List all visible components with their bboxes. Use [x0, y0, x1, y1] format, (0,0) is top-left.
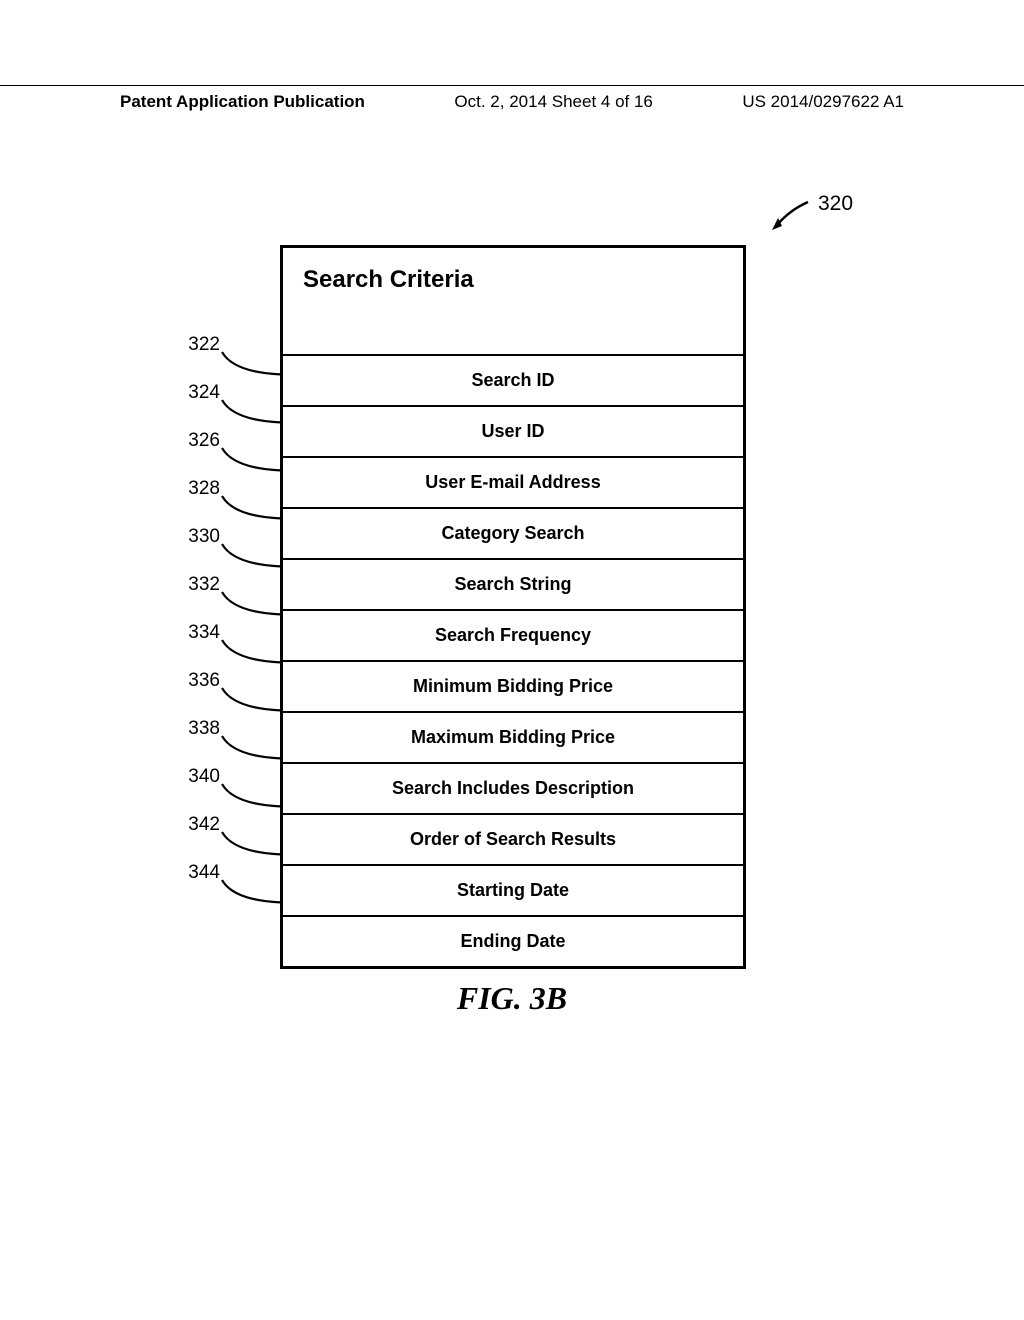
table-row: Maximum Bidding Price [283, 711, 743, 762]
ref-label-334: 334 [170, 622, 220, 644]
patent-page: Patent Application Publication Oct. 2, 2… [0, 0, 1024, 1320]
lead-line-336 [217, 683, 285, 715]
lead-line-324 [217, 395, 285, 427]
lead-line-338 [217, 731, 285, 763]
lead-line-342 [217, 827, 285, 859]
table-row: Minimum Bidding Price [283, 660, 743, 711]
ref-label-338: 338 [170, 718, 220, 740]
ref-label-330: 330 [170, 526, 220, 548]
ref-label-332: 332 [170, 574, 220, 596]
table-row: User ID [283, 405, 743, 456]
table-row: Order of Search Results [283, 813, 743, 864]
header-left: Patent Application Publication [120, 92, 365, 112]
lead-line-330 [217, 539, 285, 571]
figure-caption: FIG. 3B [0, 980, 1024, 1017]
header-center: Oct. 2, 2014 Sheet 4 of 16 [454, 92, 652, 112]
page-header: Patent Application Publication Oct. 2, 2… [0, 85, 1024, 112]
lead-line-322 [217, 347, 285, 379]
table-row: Ending Date [283, 915, 743, 966]
lead-line-334 [217, 635, 285, 667]
ref-label-344: 344 [170, 862, 220, 884]
table-title: Search Criteria [283, 248, 743, 354]
table-row: Category Search [283, 507, 743, 558]
ref-320: 320 [818, 192, 853, 216]
ref-label-326: 326 [170, 430, 220, 452]
table-rows: Search IDUser IDUser E-mail AddressCateg… [283, 354, 743, 966]
search-criteria-table: Search Criteria Search IDUser IDUser E-m… [280, 245, 746, 969]
ref-label-322: 322 [170, 334, 220, 356]
table-row: Search ID [283, 354, 743, 405]
table-row: Starting Date [283, 864, 743, 915]
ref-label-342: 342 [170, 814, 220, 836]
lead-line-326 [217, 443, 285, 475]
table-row: User E-mail Address [283, 456, 743, 507]
table-row: Search Includes Description [283, 762, 743, 813]
arrow-320-icon [770, 200, 810, 230]
table-row: Search String [283, 558, 743, 609]
lead-line-344 [217, 875, 285, 907]
lead-line-328 [217, 491, 285, 523]
table-row: Search Frequency [283, 609, 743, 660]
header-row: Patent Application Publication Oct. 2, 2… [0, 92, 1024, 112]
header-right: US 2014/0297622 A1 [742, 92, 904, 112]
lead-line-332 [217, 587, 285, 619]
ref-label-336: 336 [170, 670, 220, 692]
ref-label-328: 328 [170, 478, 220, 500]
ref-label-324: 324 [170, 382, 220, 404]
ref-label-340: 340 [170, 766, 220, 788]
lead-line-340 [217, 779, 285, 811]
